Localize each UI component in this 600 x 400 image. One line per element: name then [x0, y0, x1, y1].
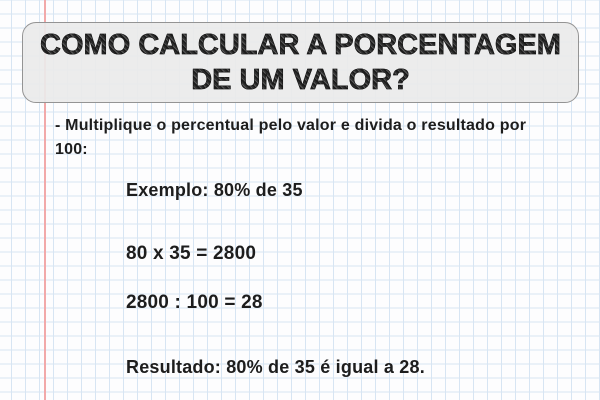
calculation-step-2: 2800 : 100 = 28: [126, 292, 263, 313]
instruction-line-1: - Multiplique o percentual pelo valor e …: [55, 117, 527, 134]
instruction-line-2: 100:: [55, 141, 88, 158]
result-text: Resultado: 80% de 35 é igual a 28.: [126, 357, 425, 377]
calculation-step-1: 80 x 35 = 2800: [126, 243, 257, 264]
page-title-line-1: COMO CALCULAR A PORCENTAGEM: [40, 28, 562, 61]
title-box: COMO CALCULAR A PORCENTAGEM DE UM VALOR?: [22, 22, 579, 103]
instruction-text: - Multiplique o percentual pelo valor e …: [55, 114, 526, 162]
page-title-line-2: DE UM VALOR?: [191, 63, 410, 96]
notebook-margin-line: [44, 0, 46, 400]
example-text: Exemplo: 80% de 35: [126, 180, 303, 200]
